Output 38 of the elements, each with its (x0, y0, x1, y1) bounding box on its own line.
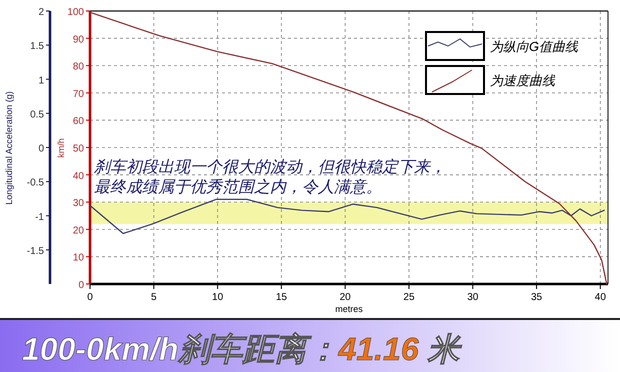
y-axis-title: km/h (56, 138, 66, 158)
line-series (89, 12, 608, 285)
y2-tick-label: 1 (38, 75, 44, 86)
y-tick-label: 50 (72, 144, 84, 154)
x-tick-label: 25 (403, 292, 415, 303)
legend-label: 为纵向G值曲线 (490, 39, 580, 54)
y2-tick-label: -1 (35, 212, 44, 223)
annotation: 刹车初段出现一个很大的波动，但很快稳定下来， (93, 158, 446, 176)
x-axis-title: metres (335, 304, 364, 314)
y2-tick-label: 1.5 (30, 41, 44, 52)
x-tick-label: 20 (340, 292, 352, 303)
x-tick-label: 10 (212, 292, 224, 303)
y2-tick-label: 0.5 (30, 109, 44, 120)
y-tick-label: 100 (67, 7, 84, 18)
x-tick-label: 40 (594, 292, 606, 303)
annotation: 最终成绩属于优秀范围之内，令人满意。 (94, 178, 382, 196)
y2-tick-label: 2 (38, 7, 44, 18)
y2-axis-title: Longitudinal Acceleration (g) (4, 91, 14, 205)
y-tick-label: 30 (72, 198, 84, 210)
x-tick-label: 35 (530, 292, 543, 303)
y-tick-label: 90 (72, 34, 84, 46)
y-tick-label: 0 (78, 280, 84, 291)
y2-tick-label: -1.5 (26, 246, 44, 257)
x-tick-label: 30 (467, 292, 479, 303)
y-tick-label: 80 (72, 62, 84, 73)
y-tick-label: 70 (72, 88, 84, 100)
y-tick-label: 40 (72, 170, 84, 182)
text: 100-0km/h刹车距离：41.16 米 (22, 331, 462, 367)
y2-tick-label: -0.5 (26, 178, 44, 189)
legend-label: 为速度曲线 (490, 73, 556, 88)
x-tick-label: 15 (276, 292, 288, 303)
x-tick-label: 0 (87, 292, 94, 303)
line-series (89, 198, 605, 234)
x-tick-label: 5 (151, 292, 158, 303)
y-tick-label: 20 (72, 225, 84, 236)
y-tick-label: 10 (72, 252, 84, 264)
y2-tick-label: 0 (38, 144, 44, 154)
y-tick-label: 60 (72, 116, 84, 128)
